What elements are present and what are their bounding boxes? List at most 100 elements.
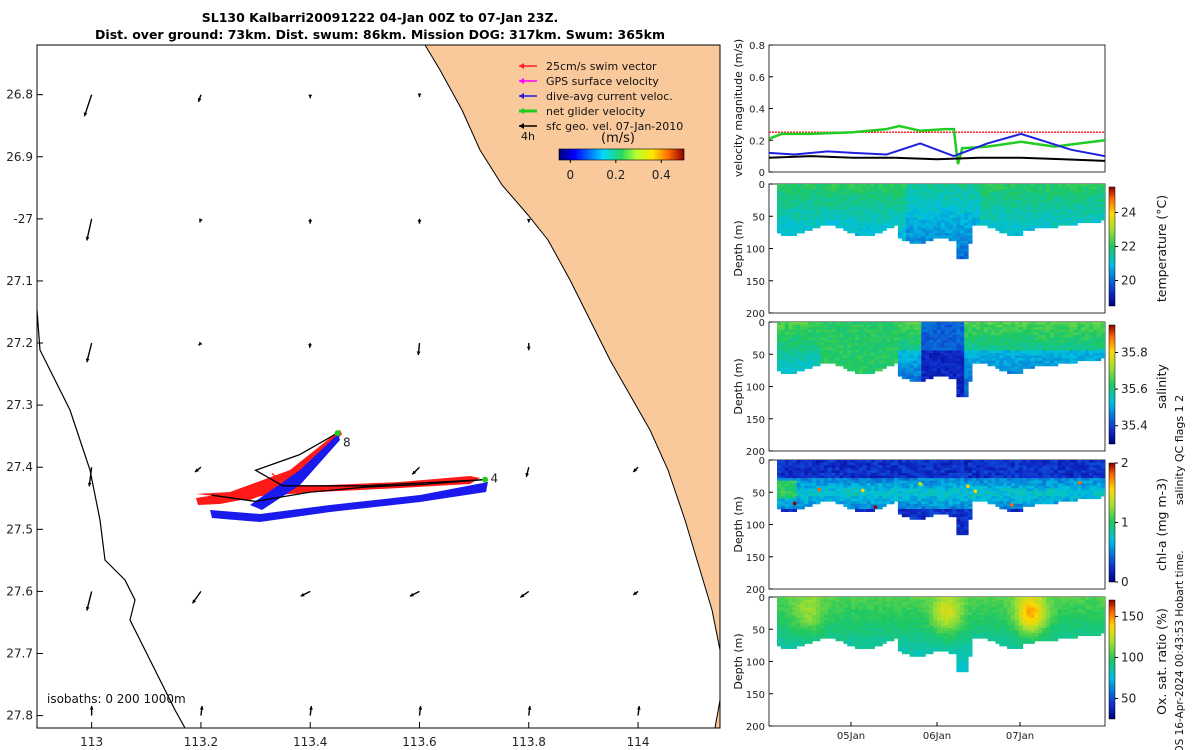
section-cell (948, 215, 953, 218)
section-cell (1046, 360, 1051, 364)
section-cell (796, 222, 801, 226)
section-cell (862, 491, 868, 494)
section-cell (827, 332, 833, 336)
section-cell (1018, 202, 1024, 206)
section-cell (995, 209, 1000, 213)
section-cell (925, 514, 930, 518)
section-cell (835, 353, 840, 356)
section-cell (1046, 353, 1051, 356)
section-cell (870, 485, 875, 489)
section-cell (847, 368, 852, 372)
section-cell (878, 470, 883, 474)
section-cell (796, 327, 801, 331)
section-cell (956, 529, 961, 533)
section-cell (995, 207, 1000, 211)
section-cell (944, 227, 950, 231)
section-cell (897, 462, 903, 466)
section-cell (913, 511, 918, 515)
section-cell (777, 209, 782, 213)
section-cell (897, 478, 903, 482)
section-cell (956, 389, 961, 393)
section-cell (940, 212, 946, 216)
section-cell (1018, 368, 1024, 372)
section-cell (960, 516, 965, 520)
section-cell (843, 501, 848, 505)
section-cell (1089, 329, 1094, 333)
section-cell (827, 488, 833, 492)
section-cell (999, 470, 1004, 474)
section-cell (975, 217, 981, 221)
section-cell (870, 227, 875, 231)
section-cell (827, 322, 833, 325)
section-cell (991, 501, 996, 505)
section-cell (882, 485, 887, 489)
section-cell (808, 207, 813, 211)
section-cell (991, 337, 996, 341)
section-cell (1018, 207, 1024, 211)
velocity-series-net-glider (769, 124, 1105, 165)
section-cell (1100, 355, 1106, 359)
section-cell (843, 365, 848, 369)
section-cell (780, 465, 786, 469)
section-cell (1030, 365, 1035, 369)
section-cell (1022, 470, 1028, 474)
section-cell (1034, 501, 1039, 505)
section-cell (1046, 355, 1051, 359)
section-cell (894, 485, 899, 489)
section-cell (936, 350, 942, 354)
section-ylabel: Depth (m) (732, 358, 745, 414)
section-cell (835, 480, 840, 484)
section-cell (1061, 220, 1067, 224)
section-cell (940, 220, 946, 224)
section-cell (936, 470, 942, 474)
section-cell (1085, 220, 1090, 224)
section-cell (929, 491, 934, 494)
section-cell (909, 506, 914, 510)
section-cell (960, 475, 965, 479)
section-cell (983, 465, 989, 469)
section-cell (921, 209, 926, 213)
section-cell (839, 485, 844, 489)
section-cell (1034, 480, 1039, 484)
section-cell (909, 501, 914, 505)
current-arrow-head (199, 218, 203, 223)
section-cell (897, 368, 903, 372)
section-cell (816, 491, 821, 494)
section-cell (917, 238, 922, 242)
section-cell (855, 347, 860, 351)
section-cell (886, 498, 891, 502)
section-cell (870, 217, 875, 221)
section-cell (878, 345, 883, 349)
section-cell (792, 350, 797, 354)
section-cell (1100, 467, 1106, 471)
colorbar-label: salinity (1154, 363, 1169, 408)
section-cell (1042, 353, 1047, 356)
section-cell (948, 478, 953, 482)
section-cell (1030, 467, 1035, 471)
section-cell (1073, 212, 1078, 216)
section-cell (1042, 501, 1047, 505)
section-cell (1011, 342, 1016, 346)
section-cell (999, 212, 1004, 216)
section-cell (1050, 472, 1055, 476)
section-cell (870, 347, 875, 351)
section-cell (956, 240, 961, 244)
section-cell (1096, 340, 1102, 344)
section-cell (835, 493, 840, 497)
section-cell (1077, 194, 1082, 198)
section-cell (847, 498, 852, 502)
section-cell (909, 209, 914, 213)
section-cell (936, 189, 942, 193)
section-cell (1030, 322, 1035, 325)
section-cell (800, 227, 805, 231)
section-cell (917, 355, 922, 359)
section-cell (882, 225, 887, 229)
section-cell (983, 189, 989, 193)
section-cell (851, 212, 856, 216)
section-cell (944, 230, 950, 234)
section-cell (925, 503, 930, 507)
section-cell (979, 184, 985, 187)
section-cell (909, 368, 914, 372)
section-cell (987, 353, 992, 356)
